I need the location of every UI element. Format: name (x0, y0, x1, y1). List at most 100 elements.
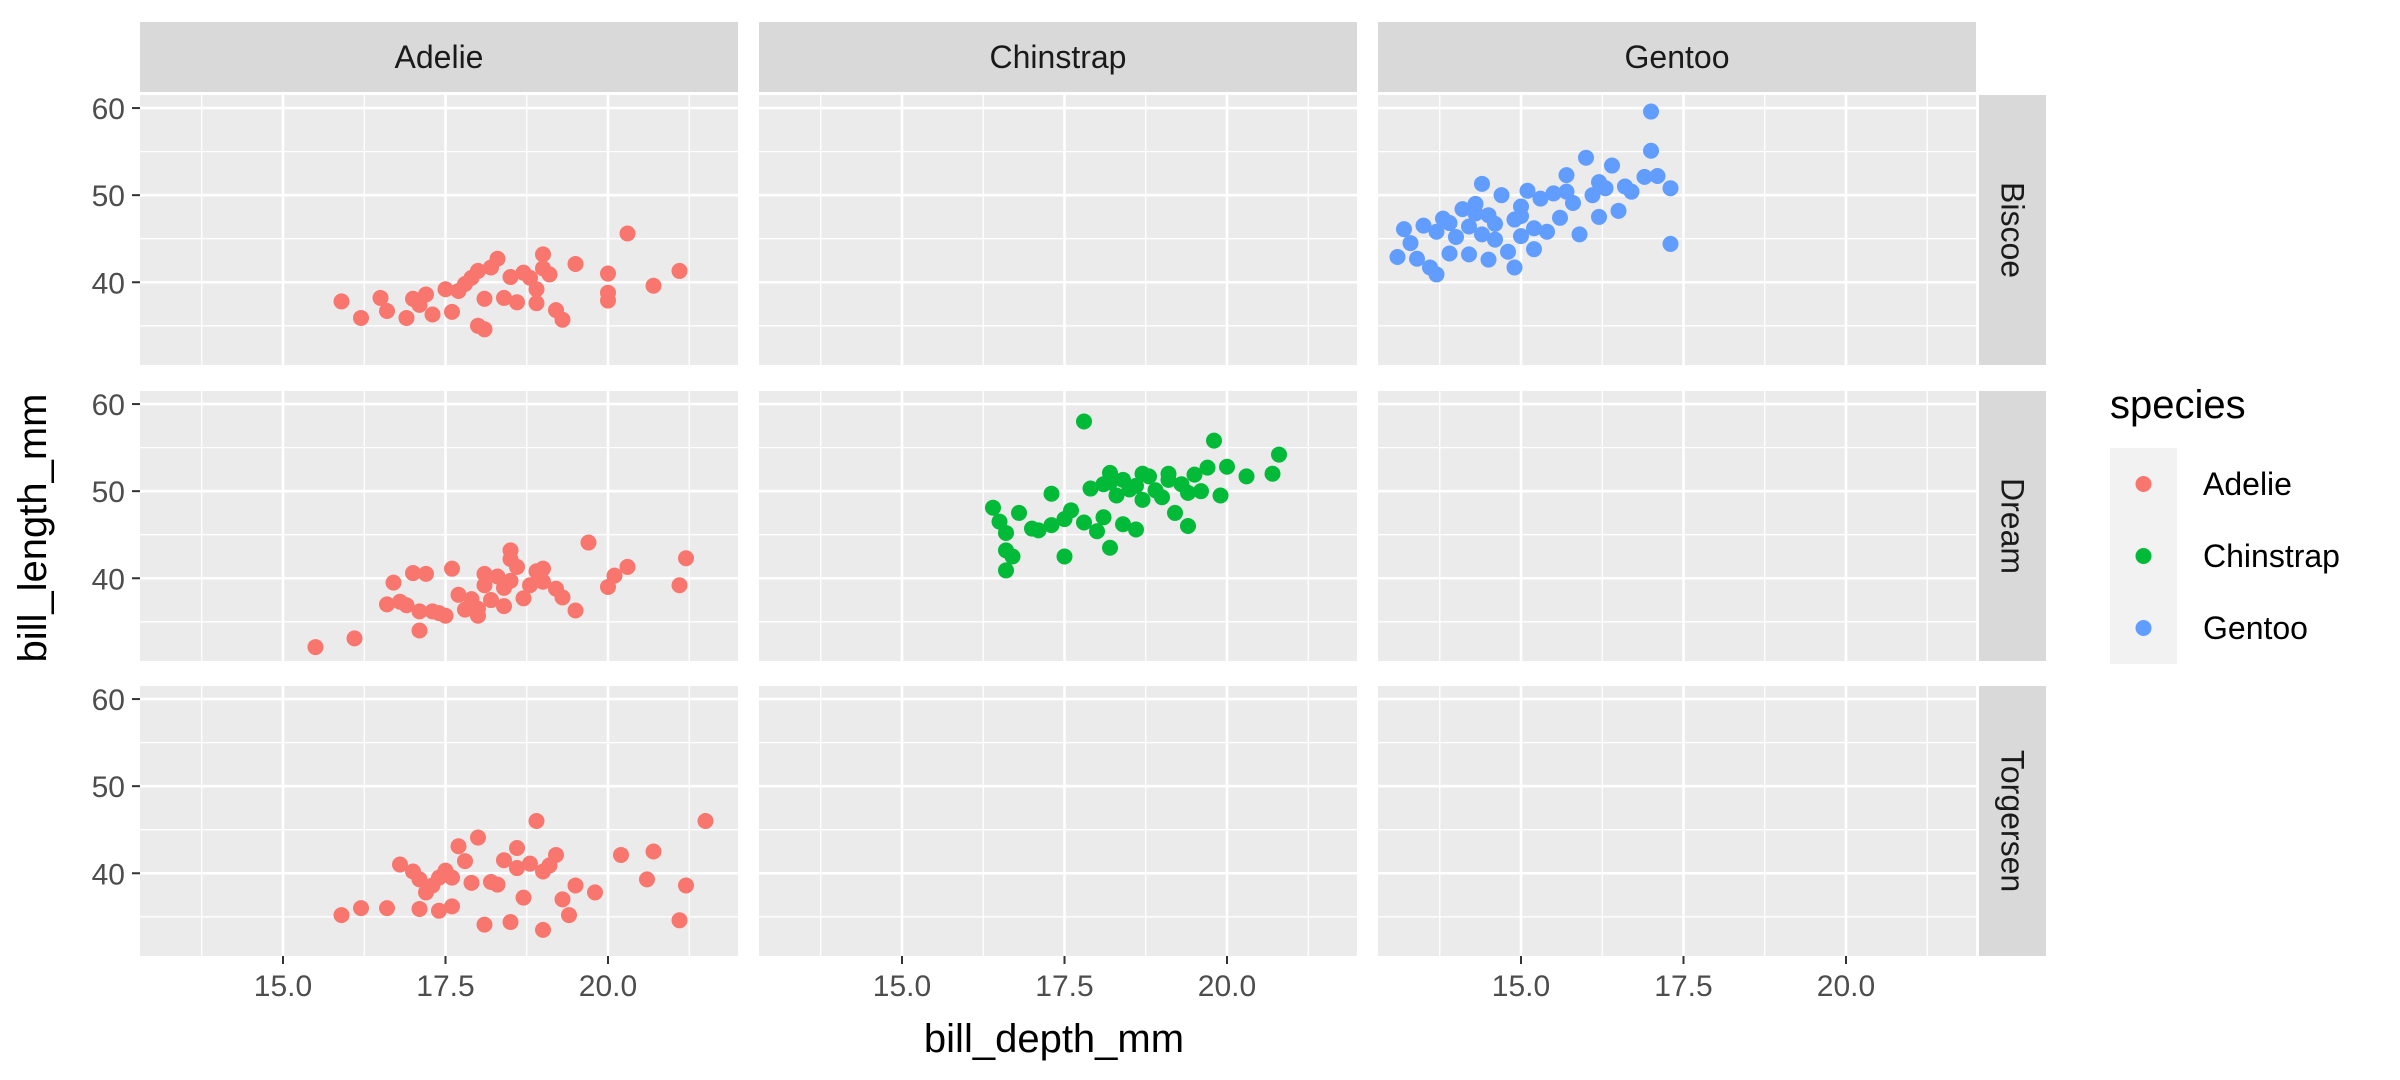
strip-label-torgersen: Torgersen (1995, 750, 2031, 892)
data-point-adelie (645, 277, 662, 294)
data-point-adelie (496, 289, 512, 306)
data-point-adelie (535, 921, 551, 938)
data-point-adelie (645, 843, 662, 860)
data-point-chinstrap (985, 499, 1001, 516)
facet-panel-gentoo-torgersen (1378, 686, 1976, 956)
data-point-gentoo (1493, 187, 1510, 204)
legend-key-gentoo (2135, 620, 2152, 636)
facet-panel-gentoo-dream (1378, 391, 1976, 661)
data-point-adelie (554, 589, 571, 606)
data-point-adelie (333, 907, 350, 924)
data-point-gentoo (1604, 157, 1620, 174)
data-point-adelie (515, 889, 532, 906)
data-point-chinstrap (1167, 504, 1183, 521)
data-point-adelie (522, 855, 538, 872)
y-tick-label: 60 (92, 684, 125, 717)
data-point-gentoo (1441, 215, 1458, 232)
data-point-chinstrap (1219, 458, 1235, 475)
strip-gentoo: Gentoo (1378, 22, 1976, 92)
data-point-adelie (483, 592, 499, 609)
data-point-gentoo (1532, 190, 1549, 207)
data-point-adelie (509, 860, 525, 877)
data-point-adelie (502, 572, 519, 589)
data-point-adelie (444, 560, 460, 577)
data-point-gentoo (1389, 249, 1406, 265)
strip-background (1979, 95, 2046, 365)
x-tick-label: 15.0 (1492, 970, 1550, 1003)
x-tick-label: 15.0 (873, 970, 931, 1003)
data-point-adelie (476, 290, 493, 307)
data-point-adelie (509, 840, 525, 856)
data-point-chinstrap (1238, 468, 1255, 485)
data-point-adelie (554, 311, 571, 328)
data-point-chinstrap (1199, 459, 1216, 476)
data-point-adelie (580, 534, 597, 551)
data-point-adelie (450, 838, 467, 855)
data-point-gentoo (1467, 205, 1484, 222)
data-point-chinstrap (1128, 477, 1144, 494)
data-point-gentoo (1480, 251, 1497, 268)
data-point-gentoo (1552, 209, 1568, 226)
data-point-chinstrap (1102, 464, 1118, 481)
strip-label-gentoo: Gentoo (1625, 39, 1730, 75)
data-point-gentoo (1487, 215, 1503, 232)
data-point-adelie (333, 293, 350, 310)
data-point-adelie (606, 567, 623, 584)
x-tick-label: 20.0 (579, 970, 637, 1003)
data-point-gentoo (1558, 167, 1575, 184)
panel-background (1378, 686, 1976, 956)
facet-strips: Adelie Chinstrap Gentoo Biscoe Dream Torgerse… (140, 22, 2046, 956)
data-point-adelie (528, 813, 545, 829)
panel-background (1378, 391, 1976, 661)
data-point-adelie (476, 565, 493, 582)
data-point-gentoo (1584, 187, 1601, 204)
x-tick-label: 20.0 (1817, 970, 1875, 1003)
y-tick-label: 40 (92, 858, 125, 891)
data-point-adelie (437, 607, 454, 624)
facet-panel-chinstrap-biscoe (759, 95, 1357, 365)
data-point-adelie (535, 863, 551, 880)
data-point-adelie (450, 586, 467, 603)
data-point-chinstrap (1206, 432, 1222, 449)
data-point-adelie (678, 550, 694, 567)
data-point-gentoo (1662, 180, 1679, 197)
data-point-adelie (457, 853, 473, 870)
data-point-chinstrap (1030, 522, 1047, 539)
data-point-adelie (476, 321, 493, 338)
data-point-adelie (353, 309, 369, 326)
y-axis-title: bill_length_mm (11, 393, 55, 662)
strip-torgersen: Torgersen (1979, 686, 2046, 956)
data-point-chinstrap (1141, 468, 1157, 485)
data-point-adelie (398, 597, 415, 614)
data-point-chinstrap (1004, 548, 1021, 565)
data-point-adelie (411, 900, 428, 917)
data-point-adelie (554, 891, 571, 908)
data-point-adelie (444, 303, 460, 320)
data-point-adelie (561, 907, 577, 924)
x-tick-label: 17.5 (1035, 970, 1093, 1003)
data-point-adelie (613, 846, 629, 863)
data-point-adelie (424, 306, 441, 323)
x-tick-label: 20.0 (1198, 970, 1256, 1003)
data-point-gentoo (1591, 174, 1607, 191)
legend-label-chinstrap: Chinstrap (2203, 538, 2340, 574)
data-point-gentoo (1526, 241, 1542, 258)
data-point-adelie (476, 916, 493, 933)
data-point-adelie (424, 603, 441, 620)
legend-title: species (2110, 383, 2246, 427)
data-points (307, 103, 1679, 938)
data-point-gentoo (1474, 175, 1490, 192)
data-point-adelie (398, 309, 415, 326)
data-point-adelie (489, 876, 506, 893)
data-point-adelie (587, 884, 603, 901)
data-point-adelie (496, 852, 512, 869)
data-point-adelie (567, 255, 584, 272)
data-point-adelie (548, 846, 564, 863)
data-point-adelie (353, 900, 369, 917)
data-point-chinstrap (1134, 491, 1151, 508)
data-point-adelie (418, 286, 434, 303)
data-point-gentoo (1500, 243, 1516, 260)
data-point-adelie (418, 565, 434, 582)
data-point-chinstrap (1128, 521, 1144, 538)
